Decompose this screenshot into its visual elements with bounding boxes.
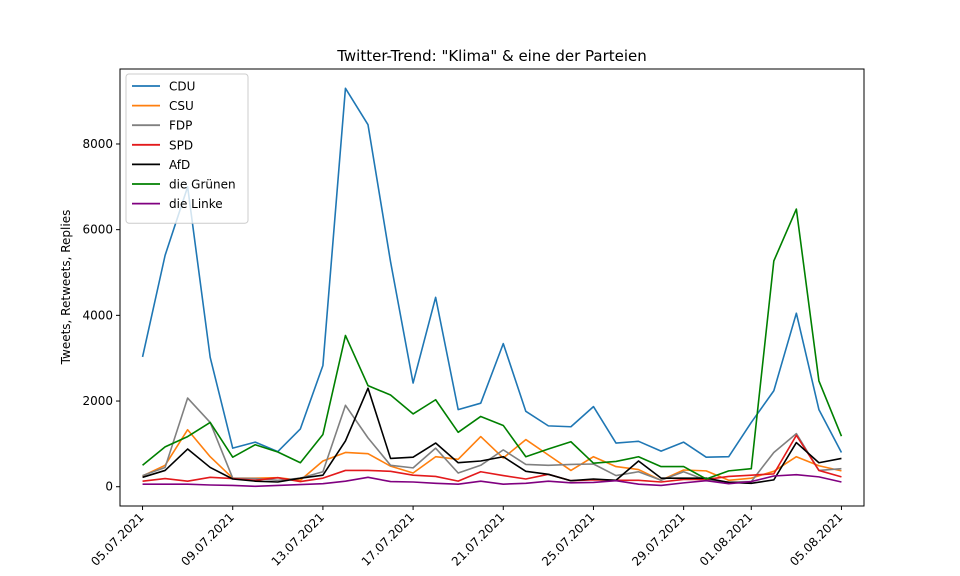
x-tick-label: 13.07.2021 <box>269 510 327 568</box>
y-axis-label: Tweets, Retweets, Replies <box>59 210 73 366</box>
y-tick-label: 0 <box>105 480 113 494</box>
legend-label: AfD <box>169 158 190 172</box>
x-tick-label: 21.07.2021 <box>449 510 507 568</box>
legend-label: CDU <box>169 80 195 94</box>
series-line-0 <box>141 87 843 458</box>
series-layer <box>141 87 843 488</box>
x-tick-label: 05.07.2021 <box>88 510 146 568</box>
y-tick-label: 6000 <box>82 223 113 237</box>
plot-frame <box>119 68 865 507</box>
legend-label: die Grünen <box>169 178 236 192</box>
x-tick-label: 01.08.2021 <box>697 510 755 568</box>
legend-box <box>125 73 249 224</box>
y-tick-label: 4000 <box>82 308 113 322</box>
series-line-4 <box>142 387 842 485</box>
legend-label: SPD <box>169 138 193 152</box>
legend: CDU CSU FDP SPD AfD die Grünen die Linke <box>125 73 249 224</box>
legend-label: FDP <box>169 119 192 133</box>
y-tick-label: 8000 <box>82 137 113 151</box>
chart-title: Twitter-Trend: "Klima" & eine der Partei… <box>336 47 647 65</box>
x-tick-label: 25.07.2021 <box>539 510 597 568</box>
legend-label: die Linke <box>169 197 223 211</box>
x-tick-label: 17.07.2021 <box>359 510 417 568</box>
series-line-6 <box>142 473 842 488</box>
x-tick-label: 05.08.2021 <box>787 510 845 568</box>
series-line-1 <box>142 428 842 482</box>
series-line-3 <box>142 434 842 483</box>
legend-label: CSU <box>169 99 194 113</box>
y-tick-label: 2000 <box>82 394 113 408</box>
x-tick-label: 29.07.2021 <box>629 510 687 568</box>
x-tick-label: 09.07.2021 <box>178 510 236 568</box>
series-line-5 <box>142 208 843 480</box>
